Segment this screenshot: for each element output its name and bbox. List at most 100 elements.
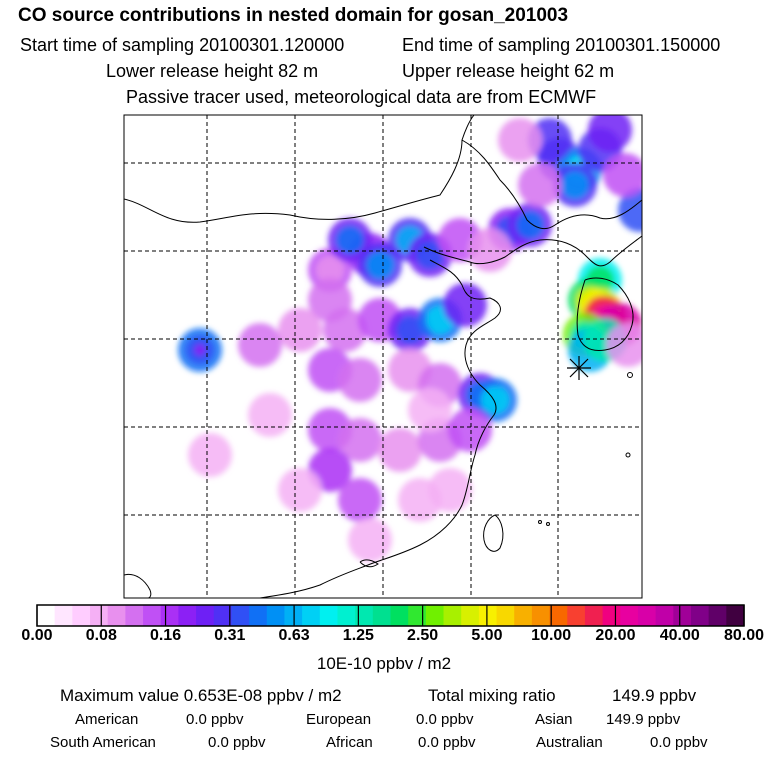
source-name-african: African: [326, 734, 373, 751]
plume-cell: [561, 171, 589, 199]
colorbar-frame: [36, 604, 745, 627]
graticule: [124, 115, 642, 598]
colorbar-swatch: [213, 605, 233, 626]
plume-cell: [348, 518, 392, 562]
source-value-south-american: 0.0 ppbv: [208, 734, 266, 751]
plume-cell: [338, 418, 382, 462]
colorbar-tick-label: 0.08: [85, 627, 117, 644]
coastline-korea-north: [539, 235, 642, 267]
tracer-note: Passive tracer used, meteorological data…: [126, 87, 597, 107]
colorbar-swatch: [125, 605, 144, 626]
coastline-bohai: [423, 239, 541, 265]
plume-cell: [428, 468, 472, 512]
plume-cell: [338, 358, 382, 402]
colorbar-tick-label: 20.00: [595, 627, 636, 644]
colorbar-swatch: [531, 605, 551, 626]
source-name-american: American: [75, 711, 139, 728]
plume-cell: [516, 211, 544, 239]
colorbar-swatch: [54, 605, 73, 626]
colorbar-swatch: [602, 605, 621, 626]
plume-cell: [618, 188, 642, 232]
colorbar-swatches: [37, 605, 745, 626]
end-time-label: End time of sampling 20100301.150000: [402, 35, 721, 55]
total-mixing-label: Total mixing ratio: [428, 686, 556, 705]
colorbar-swatch: [514, 605, 533, 626]
plume-cell: [323, 308, 367, 352]
coastline-korea: [576, 277, 634, 351]
plume-layer: [178, 115, 642, 562]
plume-cell: [603, 153, 642, 197]
colorbar-tick-label: 0.16: [149, 627, 182, 644]
island: [625, 452, 631, 458]
plume-cell: [336, 226, 364, 254]
colorbar-swatch: [655, 605, 674, 626]
colorbar-swatch: [637, 605, 657, 626]
source-name-australian: Australian: [536, 734, 603, 751]
colorbar-swatch: [549, 605, 568, 626]
start-time-label: Start time of sampling 20100301.120000: [20, 35, 345, 55]
coastlines: [124, 115, 642, 598]
colorbar-swatch: [337, 605, 356, 626]
colorbar-swatch: [443, 605, 462, 626]
colorbar-swatch: [355, 605, 374, 626]
source-value-australian: 0.0 ppbv: [650, 734, 708, 751]
border-line: [461, 139, 642, 230]
map-title: CO source contributions in nested domain…: [18, 5, 569, 26]
plume-cell: [278, 308, 322, 352]
plume-cell: [588, 115, 632, 152]
colorbar-swatch: [37, 605, 56, 626]
source-name-european: European: [306, 711, 372, 728]
colorbar-swatch: [319, 605, 339, 626]
colorbar-swatch: [708, 605, 727, 626]
colorbar-swatch: [584, 605, 604, 626]
plume-cell: [448, 408, 492, 452]
plume-cell: [188, 433, 232, 477]
plume-cell: [498, 118, 542, 162]
plume-cell: [248, 393, 292, 437]
colorbar-swatch: [266, 605, 286, 626]
island: [627, 372, 633, 378]
plume-cell: [238, 323, 282, 367]
plume-cell: [396, 316, 424, 344]
source-value-european: 0.0 ppbv: [416, 711, 474, 728]
colorbar-swatch: [196, 605, 215, 626]
plume-cell: [518, 163, 562, 207]
colorbar-tick-label: 5.00: [471, 627, 503, 644]
plume-cell: [606, 323, 642, 367]
colorbar-swatch: [107, 605, 126, 626]
colorbar-swatch: [390, 605, 409, 626]
upper-release-label: Upper release height 62 m: [402, 61, 615, 81]
colorbar-tick-label: 10.00: [531, 627, 572, 644]
colorbar-swatch: [461, 605, 480, 626]
colorbar-swatch: [478, 605, 498, 626]
colorbar-swatch: [143, 605, 162, 626]
colorbar-tick-label: 1.25: [342, 627, 374, 644]
colorbar-swatch: [496, 605, 515, 626]
colorbar-tick-label: 40.00: [659, 627, 700, 644]
colorbar-tick-label: 80.00: [723, 627, 765, 644]
island-taiwan: [483, 514, 504, 552]
map-border: [123, 114, 643, 599]
plume-cell: [278, 468, 322, 512]
colorbar-swatch: [249, 605, 268, 626]
colorbar-swatch: [72, 605, 91, 626]
plume-cell: [468, 228, 512, 272]
source-name-south-american: South American: [50, 734, 156, 751]
colorbar-swatch: [726, 605, 745, 626]
station-marker-icon: [567, 356, 591, 380]
colorbar-swatch: [690, 605, 710, 626]
island-hainan: [359, 559, 379, 568]
colorbar-tick-label: 0.31: [214, 627, 246, 644]
colorbar-tick-label: 0.63: [278, 627, 310, 644]
source-value-asian: 149.9 ppbv: [606, 711, 681, 728]
colorbar-swatch: [567, 605, 586, 626]
colorbar-swatch: [178, 605, 197, 626]
colorbar-swatch: [408, 605, 427, 626]
plume-cell: [408, 388, 452, 432]
plume-cell: [338, 478, 382, 522]
plume-cell: [443, 283, 487, 327]
source-value-african: 0.0 ppbv: [418, 734, 476, 751]
source-value-american: 0.0 ppbv: [186, 711, 244, 728]
